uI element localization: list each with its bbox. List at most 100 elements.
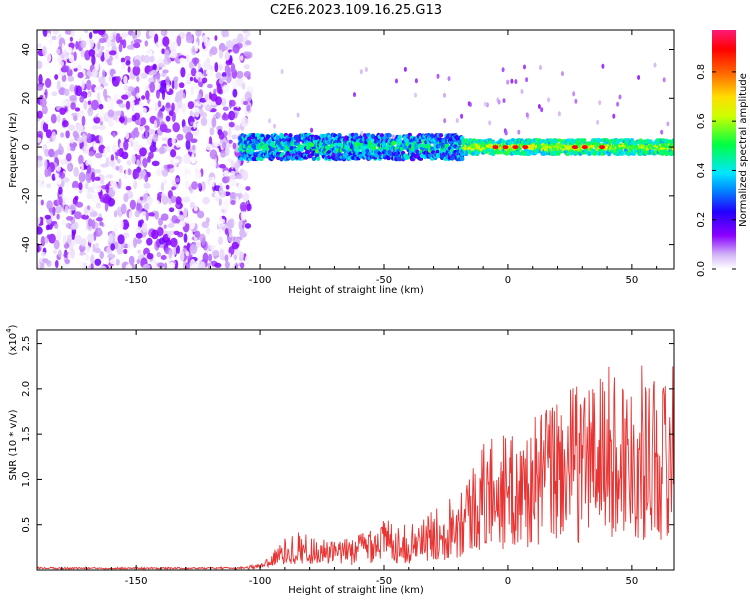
heatmap-cell: [44, 88, 48, 99]
heatmap-peak: [571, 145, 578, 150]
heatmap-cell: [133, 104, 142, 113]
heatmap-cell: [38, 74, 43, 85]
heatmap-cell: [76, 148, 84, 154]
heatmap-cell: [161, 137, 168, 142]
heatmap-cell: [192, 144, 196, 151]
heatmap-cell: [110, 41, 116, 48]
heatmap-cell: [288, 133, 293, 138]
heatmap-cell: [501, 67, 505, 73]
heatmap-cell: [167, 223, 175, 229]
heatmap-cell: [172, 245, 177, 256]
heatmap-cell: [395, 78, 398, 84]
heatmap-cell: [185, 179, 189, 189]
heatmap-cell: [81, 214, 89, 220]
heatmap-cell: [89, 106, 93, 112]
heatmap-cell: [66, 145, 71, 152]
heatmap-cell: [141, 95, 146, 100]
heatmap-cell: [134, 98, 140, 106]
heatmap-cell: [120, 203, 127, 215]
heatmap-cell: [60, 81, 68, 87]
heatmap-cell: [112, 180, 118, 192]
heatmap-cell: [98, 37, 106, 44]
heatmap-cell: [40, 251, 47, 257]
heatmap-cell: [228, 232, 233, 238]
y-tick-label: 0.5: [21, 517, 32, 533]
heatmap-cell: [136, 76, 140, 82]
heatmap-cell: [171, 137, 176, 146]
heatmap-cell: [65, 130, 70, 139]
heatmap-cell: [92, 244, 96, 253]
heatmap-cell: [136, 259, 140, 265]
heatmap-cell: [37, 84, 44, 91]
heatmap-cell: [56, 213, 60, 220]
heatmap-cell: [115, 223, 119, 229]
heatmap-cell: [202, 83, 206, 93]
heatmap-cell: [237, 183, 245, 193]
heatmap-cell: [197, 210, 205, 219]
snr-multiplier: (x104): [5, 324, 19, 355]
heatmap-cell: [109, 32, 114, 41]
heatmap-cell: [65, 196, 73, 206]
heatmap-cell: [44, 159, 48, 170]
x-tick-label: -100: [249, 576, 272, 587]
heatmap-cell: [236, 70, 244, 79]
x-tick-label: -150: [125, 275, 148, 286]
heatmap-cell: [100, 163, 109, 168]
heatmap-cell: [329, 143, 334, 149]
heatmap-cell: [45, 129, 53, 139]
heatmap-cell: [200, 112, 208, 119]
heatmap-cell: [230, 159, 234, 170]
heatmap-cell: [63, 88, 70, 97]
heatmap-cell: [86, 132, 92, 144]
heatmap-cell: [59, 60, 65, 67]
heatmap-cell: [54, 223, 59, 230]
heatmap-cell: [44, 214, 51, 220]
heatmap-cell: [175, 177, 180, 183]
heatmap-cell: [334, 139, 339, 144]
heatmap-cell: [118, 165, 123, 173]
heatmap-cell: [201, 237, 206, 246]
heatmap-cell: [40, 236, 46, 247]
heatmap-cell: [242, 192, 249, 202]
heatmap-cell: [133, 39, 142, 44]
heatmap-cell: [98, 103, 104, 110]
heatmap-cell: [616, 101, 620, 107]
heatmap-cell: [129, 199, 136, 210]
heatmap-cell: [229, 170, 236, 182]
heatmap-cell: [132, 65, 141, 77]
heatmap-cell: [218, 189, 227, 198]
heatmap-cell: [325, 145, 330, 150]
heatmap-cell: [106, 38, 111, 48]
heatmap-cell: [159, 123, 168, 133]
heatmap-cell: [237, 33, 244, 43]
heatmap-cell: [211, 176, 215, 188]
heatmap-cell: [117, 182, 121, 189]
heatmap-cell: [156, 198, 160, 210]
heatmap-cell: [168, 110, 174, 117]
heatmap-cell: [144, 40, 149, 47]
snr-ylabel: SNR (10 * v/v): [8, 409, 19, 480]
heatmap-cell: [222, 106, 229, 111]
heatmap-cell: [220, 205, 227, 210]
heatmap-cell: [112, 132, 116, 138]
heatmap-cell: [244, 255, 250, 265]
y-tick-label: -20: [21, 188, 32, 204]
heatmap-cell: [74, 107, 81, 112]
heatmap-cell: [108, 233, 113, 243]
heatmap-cell: [601, 63, 605, 69]
heatmap-cell: [175, 141, 182, 148]
heatmap-cell: [497, 99, 501, 105]
heatmap-cell: [251, 133, 256, 138]
heatmap-cell: [95, 53, 102, 58]
heatmap-cell: [121, 94, 129, 100]
heatmap-cell: [58, 249, 62, 258]
heatmap-cell: [164, 262, 168, 269]
heatmap-cell: [208, 91, 212, 100]
heatmap-cell: [174, 218, 181, 224]
heatmap-cell: [152, 63, 157, 71]
heatmap-cell: [190, 156, 197, 164]
heatmap-cell: [124, 55, 131, 62]
heatmap-cell: [42, 45, 47, 56]
heatmap-cell: [179, 57, 185, 63]
heatmap-cell: [42, 105, 48, 115]
